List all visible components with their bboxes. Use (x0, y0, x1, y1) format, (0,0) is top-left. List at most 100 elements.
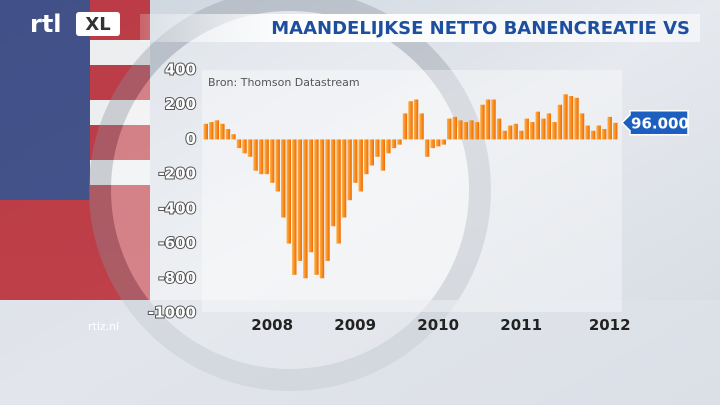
y-tick-label: 400 (165, 61, 196, 79)
bar (330, 139, 336, 227)
value-label-box (620, 110, 689, 136)
y-tick-label: -800 (158, 269, 196, 287)
bar (269, 139, 275, 183)
bar (441, 139, 446, 145)
bar (281, 139, 286, 218)
bar (209, 122, 214, 140)
y-tick-label: -1000 (148, 304, 196, 322)
bar (375, 139, 380, 157)
y-tick-label: -600 (158, 234, 196, 252)
bar (607, 116, 612, 140)
bar (458, 120, 463, 140)
bar (596, 125, 601, 140)
bar (474, 122, 480, 140)
flag (0, 0, 150, 300)
bar (303, 139, 308, 279)
bar (419, 113, 424, 140)
bar (568, 96, 574, 140)
value-label: 96.000 (631, 114, 689, 132)
bar (253, 139, 258, 171)
bar (347, 139, 352, 201)
bar (469, 120, 474, 140)
bar (524, 118, 529, 140)
bar (286, 139, 291, 244)
title-bar (140, 14, 700, 42)
x-tick-label: 2012 (589, 316, 631, 334)
bar (297, 139, 303, 261)
y-tick-label: -400 (158, 199, 196, 217)
bar (513, 123, 518, 140)
bar (341, 139, 347, 218)
bar (452, 116, 457, 140)
bar (463, 122, 469, 140)
bar (502, 130, 507, 140)
bar (613, 122, 618, 140)
bar (557, 104, 563, 140)
bar (430, 139, 435, 149)
bar (424, 139, 430, 157)
bar (435, 139, 441, 147)
bar (541, 118, 546, 140)
bar (380, 139, 386, 171)
bar (496, 118, 502, 140)
bar (402, 113, 408, 140)
bar (325, 139, 330, 261)
bar (408, 101, 413, 140)
y-tick-label: 200 (165, 95, 196, 113)
bar (225, 129, 231, 140)
chart-title: MAANDELIJKSE NETTO BANENCREATIE VS (271, 18, 690, 39)
bar (314, 139, 319, 275)
bar (574, 97, 579, 140)
bar (214, 120, 220, 140)
bar (480, 104, 485, 140)
x-tick-label: 2011 (500, 316, 542, 334)
logo-badge: XL (85, 14, 110, 35)
bar (220, 123, 225, 140)
x-tick-label: 2010 (417, 316, 459, 334)
bar (352, 139, 358, 183)
bar (369, 139, 374, 166)
bar (242, 139, 247, 154)
bar (386, 139, 391, 154)
bar (447, 118, 452, 140)
bar (231, 134, 236, 140)
y-tick-label: 0 (186, 130, 196, 148)
paper (0, 300, 720, 405)
bar (319, 139, 325, 279)
bar (391, 139, 397, 149)
bar (563, 94, 568, 140)
bar (535, 111, 540, 140)
bar (236, 139, 242, 149)
y-tick-label: -200 (158, 165, 196, 183)
bar (485, 99, 491, 140)
bar (585, 125, 590, 140)
x-tick-label: 2009 (334, 316, 376, 334)
bar (579, 113, 585, 140)
bar (552, 122, 557, 140)
bar (397, 139, 402, 145)
bar (247, 139, 253, 157)
bar (518, 130, 524, 140)
bar (308, 139, 314, 253)
bar (258, 139, 264, 175)
bar (275, 139, 280, 192)
source: Bron: Thomson Datastream (208, 76, 360, 89)
bar (364, 139, 369, 175)
bar (530, 122, 535, 140)
site: rtlz.nl (88, 320, 119, 333)
logo-badge-box (76, 12, 120, 36)
bar (358, 139, 363, 192)
bar (264, 139, 269, 175)
bar (601, 129, 607, 140)
bar (590, 130, 596, 140)
bar (336, 139, 341, 244)
bar (507, 125, 513, 140)
bar (413, 99, 419, 140)
bar (491, 99, 496, 140)
x-tick-label: 2008 (251, 316, 293, 334)
logo: rtl (30, 10, 62, 38)
bar (203, 123, 208, 140)
bar (292, 139, 297, 275)
bar (546, 113, 552, 140)
